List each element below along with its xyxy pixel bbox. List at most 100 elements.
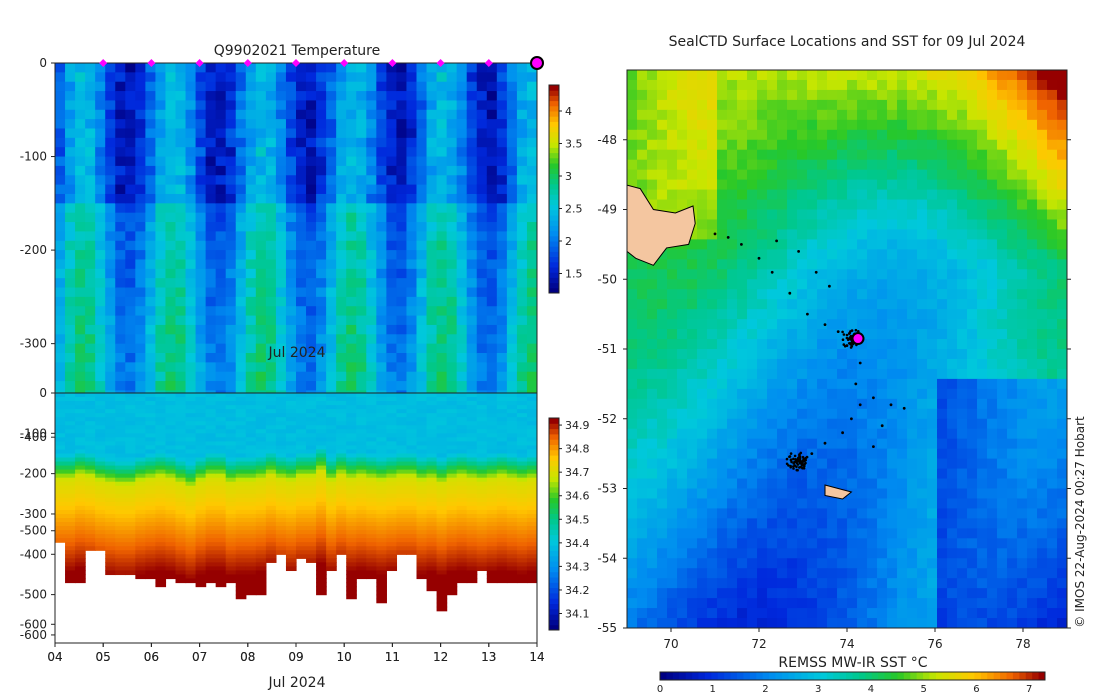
temperature-cell — [356, 231, 367, 242]
sst-cell — [697, 119, 708, 131]
salinity-cell — [526, 542, 537, 547]
colorbar-swatch — [549, 189, 559, 195]
temperature-cell — [275, 231, 287, 242]
salinity-cell — [185, 513, 197, 519]
sst-cell — [717, 129, 728, 141]
salinity-cell — [516, 453, 528, 459]
salinity-cell — [346, 546, 357, 551]
salinity-cell — [486, 477, 498, 483]
sst-cell — [717, 139, 728, 151]
temperature-cell — [55, 203, 66, 214]
salinity-cell — [245, 497, 257, 503]
salinity-cell — [285, 429, 297, 434]
salinity-cell — [346, 437, 357, 442]
temperature-cell — [476, 137, 488, 148]
salinity-cell — [95, 477, 106, 483]
temperature-cell — [275, 128, 287, 139]
salinity-cell — [235, 562, 247, 567]
salinity-cell — [316, 562, 327, 567]
temperature-cell — [476, 175, 488, 186]
salinity-cell — [125, 566, 136, 572]
temperature-cell — [145, 119, 157, 130]
salinity-cell — [95, 489, 106, 495]
sst-cell — [907, 119, 918, 131]
sst-cell — [817, 89, 828, 101]
temperature-cell — [255, 156, 267, 167]
salinity-cell — [526, 518, 537, 523]
salinity-cell — [366, 546, 377, 551]
salinity-cell — [336, 413, 347, 418]
temperature-cell — [215, 156, 227, 167]
temperature-cell — [95, 222, 106, 232]
sst-cell — [967, 89, 978, 101]
salinity-cell — [436, 550, 448, 555]
salinity-cell — [155, 393, 167, 398]
salinity-cell — [135, 570, 146, 576]
salinity-cell — [356, 441, 367, 447]
salinity-cell — [255, 534, 267, 539]
salinity-cell — [115, 449, 126, 455]
salinity-cell — [75, 522, 86, 527]
salinity-cell — [336, 477, 347, 483]
temperature-cell — [466, 137, 478, 148]
salinity-cell — [275, 425, 287, 430]
temperature-cell — [486, 296, 498, 307]
sst-cell — [917, 70, 928, 81]
salinity-cell — [296, 461, 307, 467]
salinity-cell — [275, 542, 287, 547]
temperature-cell — [265, 203, 277, 214]
salinity-cell — [55, 441, 66, 447]
salinity-cell — [346, 594, 357, 600]
salinity-cell — [376, 530, 387, 535]
salinity-cell — [366, 405, 377, 410]
salinity-cell — [426, 397, 438, 402]
temperature-cell — [245, 91, 257, 102]
salinity-cell — [125, 401, 136, 406]
sst-cell — [777, 89, 788, 101]
temperature-cell — [145, 109, 157, 120]
salinity-cell — [245, 546, 257, 551]
salinity-cell — [85, 489, 96, 495]
temperature-cell — [486, 193, 498, 204]
salinity-cell — [225, 522, 237, 527]
colorbar-swatch — [549, 100, 559, 107]
salinity-cell — [446, 542, 458, 547]
temperature-cell — [105, 250, 116, 261]
temperature-cell — [356, 100, 367, 111]
sst-cell — [897, 149, 908, 161]
salinity-cell — [446, 509, 458, 515]
temperature-cell — [75, 91, 86, 102]
temperature-cell — [195, 231, 207, 242]
salinity-cell — [55, 513, 66, 519]
salinity-cell — [426, 570, 438, 576]
salinity-cell — [486, 469, 498, 475]
temperature-cell — [275, 334, 287, 345]
salinity-cell — [306, 401, 317, 406]
sst-cell — [1037, 109, 1048, 121]
temperature-cell — [306, 278, 317, 289]
salinity-cell — [506, 542, 518, 547]
salinity-cell — [145, 413, 157, 418]
temperature-cell — [235, 72, 247, 83]
colorbar-swatch — [549, 157, 559, 164]
salinity-cell — [275, 501, 287, 507]
temperature-cell — [426, 91, 438, 102]
y-tick-label: -500 — [20, 524, 47, 538]
temperature-cell — [396, 212, 408, 223]
salinity-cell — [506, 518, 518, 523]
salinity-cell — [506, 397, 518, 402]
temperature-cell — [235, 81, 247, 92]
temperature-cell — [336, 371, 347, 382]
temperature-cell — [165, 63, 177, 73]
temperature-cell — [416, 212, 428, 223]
salinity-cell — [406, 477, 418, 483]
sst-cell — [1037, 99, 1048, 111]
salinity-cell — [95, 405, 106, 410]
salinity-cell — [406, 393, 418, 398]
temperature-cell — [436, 81, 448, 92]
salinity-cell — [386, 493, 398, 499]
temperature-cell — [436, 362, 448, 373]
salinity-cell — [115, 409, 126, 414]
salinity-cell — [336, 457, 347, 463]
salinity-cell — [145, 477, 157, 483]
